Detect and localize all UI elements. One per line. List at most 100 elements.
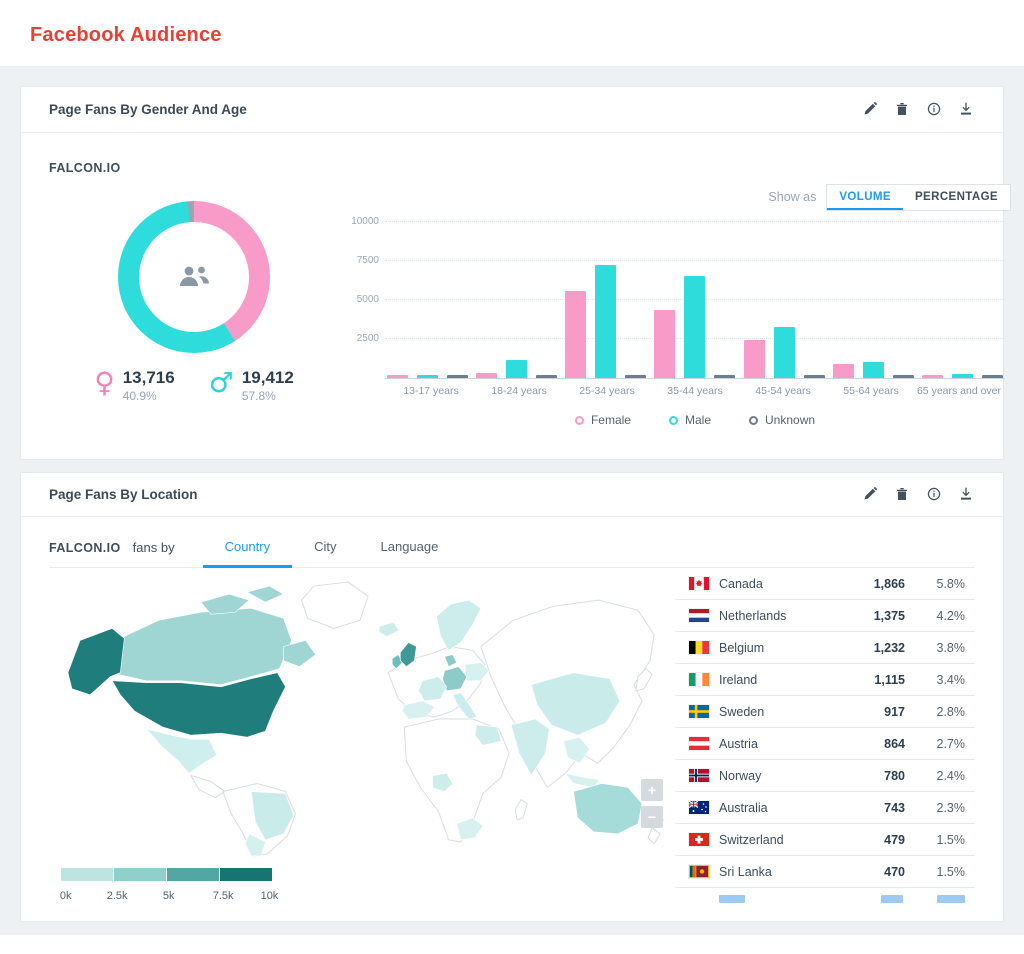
scale-tick: 7.5k xyxy=(212,890,234,902)
male-bar[interactable] xyxy=(862,362,884,378)
account-label: FALCON.IO xyxy=(49,161,121,175)
norway-flag-icon xyxy=(689,769,709,782)
bar-group xyxy=(387,265,468,378)
x-axis-label: 55-64 years xyxy=(843,385,899,397)
edit-icon[interactable] xyxy=(863,101,879,118)
tab-language[interactable]: Language xyxy=(380,539,439,554)
country-name: Sweden xyxy=(719,704,765,719)
fans-count: 780 xyxy=(884,768,905,783)
fans-count: 864 xyxy=(884,736,905,751)
male-bar[interactable] xyxy=(684,276,706,378)
info-icon[interactable] xyxy=(927,102,943,118)
country-name: Austria xyxy=(719,736,758,751)
legend-dot xyxy=(574,415,584,425)
fans-percent: 3.8% xyxy=(936,640,966,655)
percentage-toggle-button[interactable]: PERCENTAGE xyxy=(914,190,998,203)
male-bar[interactable] xyxy=(951,374,973,378)
female-bar[interactable] xyxy=(832,364,854,378)
tab-city[interactable]: City xyxy=(314,539,337,554)
show-as-label: Show as xyxy=(768,190,817,204)
delete-icon[interactable] xyxy=(895,102,911,118)
map-zoom-out-button[interactable]: − xyxy=(641,806,663,828)
x-axis-label: 18-24 years xyxy=(491,385,547,397)
table-row: Sri Lanka 470 1.5% xyxy=(675,856,975,888)
scale-segment xyxy=(61,868,114,881)
female-bar[interactable] xyxy=(921,375,943,378)
table-row: Australia 743 2.3% xyxy=(675,792,975,824)
edit-icon[interactable] xyxy=(863,486,879,503)
legend-item-unknown[interactable]: Unknown xyxy=(749,413,815,427)
country-table: Canada 1,866 5.8% Netherlands 1,375 4.2% Belgi… xyxy=(675,568,975,910)
country-name: Netherlands xyxy=(719,608,787,623)
x-axis-label: 35-44 years xyxy=(667,385,723,397)
belgium-flag-icon xyxy=(689,641,709,654)
fans-count: 1,115 xyxy=(874,672,905,687)
scale-segment xyxy=(114,868,167,881)
australia-flag-icon xyxy=(689,801,709,814)
gender-age-toolbar xyxy=(863,101,975,118)
female-bar[interactable] xyxy=(565,291,587,378)
y-axis-tick: 10000 xyxy=(351,216,379,227)
loading-block xyxy=(937,895,965,903)
unknown-bar[interactable] xyxy=(892,375,914,378)
fans-percent: 3.4% xyxy=(936,672,966,687)
table-row: Canada 1,866 5.8% xyxy=(675,568,975,600)
sweden-flag-icon xyxy=(689,705,709,718)
male-percent: 57.8% xyxy=(241,389,276,403)
female-bar[interactable] xyxy=(654,310,676,378)
table-row: Norway 780 2.4% xyxy=(675,760,975,792)
x-axis-label: 65 years and over xyxy=(916,385,1002,397)
bar-group xyxy=(921,265,1003,378)
location-toolbar xyxy=(863,486,975,503)
male-bar[interactable] xyxy=(773,327,795,378)
unknown-bar[interactable] xyxy=(625,375,647,378)
scale-tick: 0k xyxy=(59,890,72,902)
unknown-bar[interactable] xyxy=(714,375,736,378)
people-icon xyxy=(180,266,209,286)
bar-group xyxy=(476,265,558,378)
account-label: FALCON.IO xyxy=(49,541,121,555)
map-zoom-in-button[interactable]: + xyxy=(641,779,663,801)
delete-icon[interactable] xyxy=(895,487,911,503)
male-bar[interactable] xyxy=(595,265,617,378)
country-name: Australia xyxy=(719,800,768,815)
loading-block xyxy=(881,895,903,903)
map-zoom-controls: + − xyxy=(641,779,663,828)
female-bar[interactable] xyxy=(476,373,498,378)
male-icon: ♂ xyxy=(208,366,234,399)
male-bar[interactable] xyxy=(506,360,528,378)
info-icon[interactable] xyxy=(927,487,943,503)
fans-percent: 2.4% xyxy=(936,768,966,783)
table-row: Netherlands 1,375 4.2% xyxy=(675,600,975,632)
male-bar[interactable] xyxy=(417,375,438,378)
fans-count: 479 xyxy=(884,832,905,847)
legend-item-female[interactable]: Female xyxy=(574,413,631,427)
fans-percent: 1.5% xyxy=(936,864,966,879)
legend-dot xyxy=(749,415,758,425)
unknown-bar[interactable] xyxy=(981,375,1003,378)
location-card-header: Page Fans By Location xyxy=(21,473,1003,517)
bar-group xyxy=(743,265,825,378)
table-row: Switzerland 479 1.5% xyxy=(675,824,975,856)
location-card-title: Page Fans By Location xyxy=(49,487,198,502)
gender-age-card-title: Page Fans By Gender And Age xyxy=(49,102,247,117)
tab-country[interactable]: Country xyxy=(202,531,293,568)
download-icon[interactable] xyxy=(959,487,975,503)
legend-item-male[interactable]: Male xyxy=(668,413,711,427)
unknown-bar[interactable] xyxy=(803,375,825,378)
bar-chart-plot: 2500 5000 7500 10000 xyxy=(351,216,1005,379)
ireland-flag-icon xyxy=(689,673,709,686)
fans-percent: 2.7% xyxy=(936,736,966,751)
bar-chart-legend: Female Male Unknown xyxy=(385,413,1005,427)
bar-group xyxy=(832,265,914,378)
bar-chart-x-labels: 13-17 years 18-24 years 25-34 years 35-44 y… xyxy=(385,385,1005,397)
female-bar[interactable] xyxy=(743,340,765,378)
female-bar[interactable] xyxy=(387,375,408,378)
female-count: 13,716 xyxy=(122,368,175,387)
fans-count: 1,866 xyxy=(873,576,905,591)
volume-toggle-button[interactable]: VOLUME xyxy=(827,185,903,210)
unknown-bar[interactable] xyxy=(447,375,468,378)
x-axis-label: 13-17 years xyxy=(403,385,459,397)
download-icon[interactable] xyxy=(959,102,975,118)
unknown-bar[interactable] xyxy=(536,375,558,378)
